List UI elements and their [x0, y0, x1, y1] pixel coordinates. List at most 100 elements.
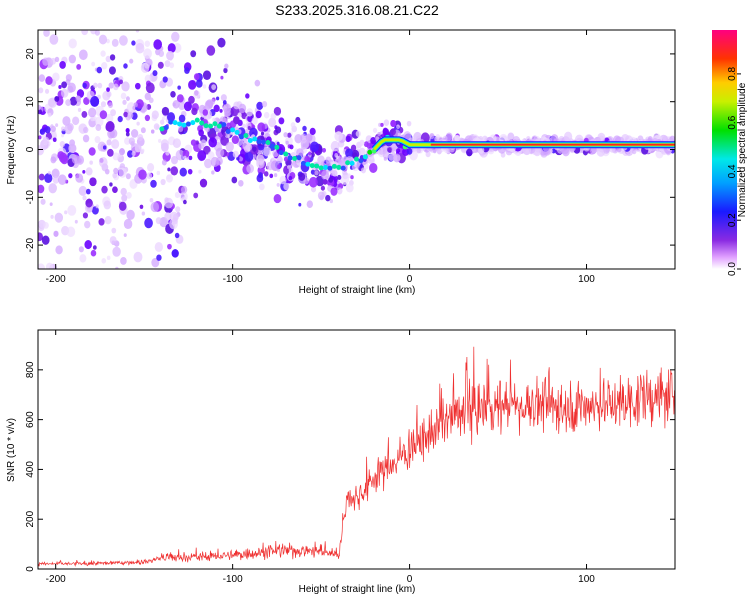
- spectrogram-cell: [109, 182, 113, 187]
- spectrogram-cell: [89, 177, 97, 187]
- spectrogram-cell: [406, 147, 413, 155]
- spectrogram-cell: [215, 135, 219, 140]
- spectrogram-cell: [549, 149, 553, 153]
- spectrogram-cell: [107, 101, 113, 109]
- spectrogram-cell: [84, 240, 92, 250]
- spectrogram-cell: [112, 246, 121, 257]
- spectrogram-cell: [244, 151, 254, 162]
- spectrogram-ridge-cell: [296, 155, 302, 161]
- spectrogram-cell: [62, 116, 71, 126]
- spectrogram-cell: [71, 154, 80, 165]
- spectrogram-cell: [53, 230, 59, 237]
- spectrogram-cell: [286, 164, 291, 170]
- spectrogram-cell: [375, 136, 380, 142]
- spectrogram-cell: [104, 215, 112, 225]
- spectrogram-cell: [84, 220, 91, 229]
- spectrogram-cell: [176, 94, 184, 103]
- snr-series-line: [38, 346, 675, 567]
- spectrogram-cell: [220, 135, 229, 146]
- spectrogram-cell: [178, 125, 184, 132]
- spectrogram-cell: [295, 116, 301, 123]
- spectrogram-cell: [180, 185, 188, 194]
- spectrogram-cell: [532, 136, 536, 141]
- spectrogram-ridge-cell: [230, 127, 236, 133]
- spectrogram-cell: [276, 182, 280, 187]
- spectrogram-cell: [60, 133, 65, 138]
- spectrogram-cell: [275, 126, 282, 134]
- spectrogram-cell: [247, 126, 251, 130]
- snr-x-tick-label: -100: [223, 574, 243, 585]
- colorbar-tick-label: 0.8: [727, 67, 738, 81]
- spectrogram-cell: [257, 122, 266, 132]
- spectrogram-cell: [120, 256, 127, 265]
- snr-y-ticks: 0 200 400 600 800: [25, 361, 675, 572]
- spectrogram-cell: [45, 262, 54, 269]
- spectrogram-cell: [207, 151, 215, 160]
- spectrogram-cell: [256, 158, 265, 169]
- spectrogram-cell: [74, 219, 78, 224]
- spectrogram-cell: [78, 246, 84, 253]
- spectrogram-cell: [210, 156, 220, 168]
- spectrogram-cell: [143, 48, 152, 59]
- spectrogram-cell: [120, 92, 127, 100]
- spectrogram-ridge-cell: [238, 134, 244, 140]
- spectrogram-x-tick-label: -200: [46, 274, 66, 285]
- spectrogram-cell: [162, 76, 168, 83]
- spectrogram-cell: [129, 58, 134, 64]
- spectrogram-cell: [254, 79, 261, 87]
- spectrogram-x-ticks: -200 -100 0 100: [46, 30, 595, 285]
- spectrogram-cell: [195, 140, 199, 145]
- spectrogram-cell: [98, 218, 105, 226]
- spectrogram-ridge-cell: [314, 163, 320, 169]
- spectrogram-cell: [290, 122, 296, 128]
- spectrogram-cell: [164, 197, 169, 203]
- spectrogram-cell: [164, 212, 172, 221]
- spectrogram-ridge-cell: [225, 129, 231, 135]
- spectrogram-ridge-cell: [159, 126, 165, 132]
- spectrogram-cell: [109, 236, 117, 245]
- spectrogram-cell: [131, 40, 136, 46]
- spectrogram-cell: [436, 148, 442, 155]
- spectrogram-cell: [124, 137, 131, 145]
- spectrogram-cell: [220, 75, 224, 80]
- spectrogram-cell: [109, 54, 116, 61]
- spectrogram-cell: [212, 117, 216, 122]
- snr-x-tick-label: 0: [407, 574, 413, 585]
- spectrogram-cell: [38, 184, 45, 194]
- spectrogram-ridge-cell: [318, 165, 324, 171]
- spectrogram-cell: [82, 169, 86, 174]
- spectrogram-ridge-cell: [185, 121, 191, 127]
- snr-y-tick-label: 800: [25, 361, 36, 378]
- spectrogram-ridge-cell: [331, 163, 337, 169]
- spectrogram-cell: [647, 136, 653, 142]
- spectrogram-cell: [130, 129, 139, 138]
- spectrogram-cell: [261, 100, 268, 108]
- spectrogram-cell: [91, 61, 96, 67]
- spectrogram-cell: [308, 176, 318, 188]
- spectrogram-cell: [256, 174, 264, 183]
- spectrogram-cell: [175, 149, 185, 161]
- spectrogram-cell: [183, 101, 192, 112]
- spectrogram-cell: [270, 113, 277, 120]
- spectrogram-ridge-cell: [292, 155, 298, 161]
- spectrogram-cell: [126, 209, 135, 220]
- spectrogram-cell: [166, 51, 174, 61]
- spectrogram-ridge-cell: [221, 122, 227, 128]
- spectrogram-cell: [273, 193, 282, 204]
- spectrogram-cell: [122, 99, 127, 105]
- snr-x-ticks: -200 -100 0 100: [46, 330, 595, 585]
- spectrogram-cell: [363, 141, 369, 148]
- spectrogram-cell: [135, 42, 145, 54]
- spectrogram-ridge-cell: [256, 139, 262, 145]
- spectrogram-cell: [454, 135, 461, 142]
- spectrogram-cell: [44, 126, 51, 134]
- spectrogram-cell: [314, 170, 319, 176]
- spectrogram-ridge-cell: [261, 139, 267, 145]
- spectrogram-cell: [305, 133, 313, 142]
- spectrogram-cell: [377, 131, 381, 137]
- spectrogram-y-tick-label: -10: [25, 190, 36, 205]
- spectrogram-cell: [166, 112, 176, 122]
- spectrogram-ridge-cell: [358, 158, 364, 164]
- colorbar-tick-label: 0.6: [727, 115, 738, 129]
- spectrogram-cell: [119, 79, 123, 85]
